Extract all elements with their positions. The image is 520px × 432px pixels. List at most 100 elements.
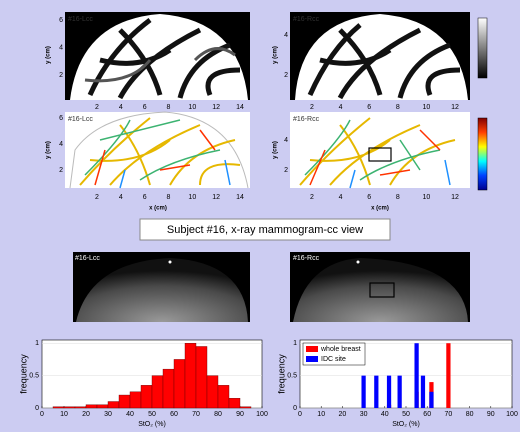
bar xyxy=(64,407,75,408)
x-tick-label: 6 xyxy=(367,194,371,201)
x-tick-label: 2 xyxy=(95,194,99,201)
x-tick-label: 14 xyxy=(236,194,244,201)
panel-label: #16-Rcc xyxy=(293,116,320,123)
bar xyxy=(446,343,450,408)
panel-label: #16-Lcc xyxy=(68,116,93,123)
x-tick-label: 0 xyxy=(298,411,302,418)
legend-swatch xyxy=(306,346,318,352)
x-tick-label: 50 xyxy=(148,411,156,418)
bar xyxy=(163,369,174,408)
mammogram-left xyxy=(73,252,250,322)
y-tick-label: 6 xyxy=(59,17,63,24)
map-left-color xyxy=(65,112,250,188)
x-tick-label: 20 xyxy=(82,411,90,418)
bar xyxy=(152,376,163,408)
bar xyxy=(207,376,218,408)
panel-label: #16-Lcc xyxy=(68,16,93,23)
bar xyxy=(86,405,97,408)
x-tick-label: 10 xyxy=(60,411,68,418)
bar xyxy=(387,376,391,408)
bar xyxy=(196,346,207,408)
x-tick-label: 10 xyxy=(188,104,196,111)
y-tick-label: 4 xyxy=(59,44,63,51)
axis-label: y (cm) xyxy=(273,141,279,159)
y-axis-label: frequency xyxy=(18,354,28,394)
x-tick-label: 12 xyxy=(451,194,459,201)
bar xyxy=(374,376,378,408)
bar xyxy=(174,359,185,408)
bar xyxy=(414,343,418,408)
x-tick-label: 60 xyxy=(423,411,431,418)
bar xyxy=(75,407,86,408)
x-tick-label: 12 xyxy=(212,194,220,201)
x-tick-label: 20 xyxy=(339,411,347,418)
y-axis-label: frequency xyxy=(276,354,286,394)
x-tick-label: 70 xyxy=(445,411,453,418)
x-tick-label: 80 xyxy=(214,411,222,418)
x-tick-label: 8 xyxy=(167,194,171,201)
bar xyxy=(141,385,152,408)
axis-label: y (cm) xyxy=(46,46,52,64)
y-tick-label: 1 xyxy=(293,340,297,347)
x-tick-label: 8 xyxy=(167,104,171,111)
y-tick-label: 2 xyxy=(59,72,63,79)
panel-label: #16-Lcc xyxy=(75,255,100,262)
y-tick-label: 2 xyxy=(284,167,288,174)
bar xyxy=(130,392,141,408)
legend-label: whole breast xyxy=(320,346,361,353)
bar xyxy=(97,405,108,408)
y-tick-label: 0 xyxy=(35,405,39,412)
x-tick-label: 90 xyxy=(487,411,495,418)
x-tick-label: 90 xyxy=(236,411,244,418)
x-tick-label: 4 xyxy=(119,194,123,201)
caption: Subject #16, x-ray mammogram-cc view xyxy=(167,224,363,236)
y-tick-label: 0 xyxy=(293,405,297,412)
x-axis-label: StO₂ (%) xyxy=(392,421,420,428)
bar xyxy=(108,402,119,408)
x-axis-label: StO₂ (%) xyxy=(138,421,166,428)
x-tick-label: 30 xyxy=(104,411,112,418)
map-right-color xyxy=(290,112,487,190)
x-tick-label: 2 xyxy=(310,194,314,201)
x-tick-label: 100 xyxy=(256,411,268,418)
x-tick-label: 0 xyxy=(40,411,44,418)
bar xyxy=(398,376,402,408)
x-tick-label: 30 xyxy=(360,411,368,418)
map-right xyxy=(290,12,487,100)
y-tick-label: 2 xyxy=(59,167,63,174)
x-tick-label: 6 xyxy=(367,104,371,111)
bar xyxy=(421,376,425,408)
legend-label: IDC site xyxy=(321,356,346,363)
x-tick-label: 14 xyxy=(236,104,244,111)
x-tick-label: 40 xyxy=(126,411,134,418)
axis-label: y (cm) xyxy=(46,141,52,159)
y-tick-label: 4 xyxy=(59,141,63,148)
bar xyxy=(429,392,433,408)
y-tick-label: 0.5 xyxy=(287,372,297,379)
y-tick-label: 4 xyxy=(284,137,288,144)
panel-label: #16-Rcc xyxy=(293,16,320,23)
axis-label: x (cm) xyxy=(149,206,167,212)
x-tick-label: 4 xyxy=(119,104,123,111)
panel-label: #16-Rcc xyxy=(293,255,320,262)
y-tick-label: 0.5 xyxy=(29,372,39,379)
map-left xyxy=(65,12,250,100)
bar xyxy=(229,398,240,408)
legend-swatch xyxy=(306,356,318,362)
x-tick-label: 10 xyxy=(423,104,431,111)
bar xyxy=(218,385,229,408)
bar xyxy=(119,395,130,408)
bar xyxy=(240,407,251,408)
x-tick-label: 12 xyxy=(451,104,459,111)
x-tick-label: 60 xyxy=(170,411,178,418)
y-tick-label: 1 xyxy=(35,340,39,347)
x-tick-label: 10 xyxy=(423,194,431,201)
x-tick-label: 6 xyxy=(143,104,147,111)
x-tick-label: 8 xyxy=(396,194,400,201)
x-tick-label: 80 xyxy=(466,411,474,418)
axis-label: y (cm) xyxy=(273,46,279,64)
x-tick-label: 8 xyxy=(396,104,400,111)
bar xyxy=(53,407,64,408)
x-tick-label: 4 xyxy=(339,104,343,111)
x-tick-label: 2 xyxy=(310,104,314,111)
